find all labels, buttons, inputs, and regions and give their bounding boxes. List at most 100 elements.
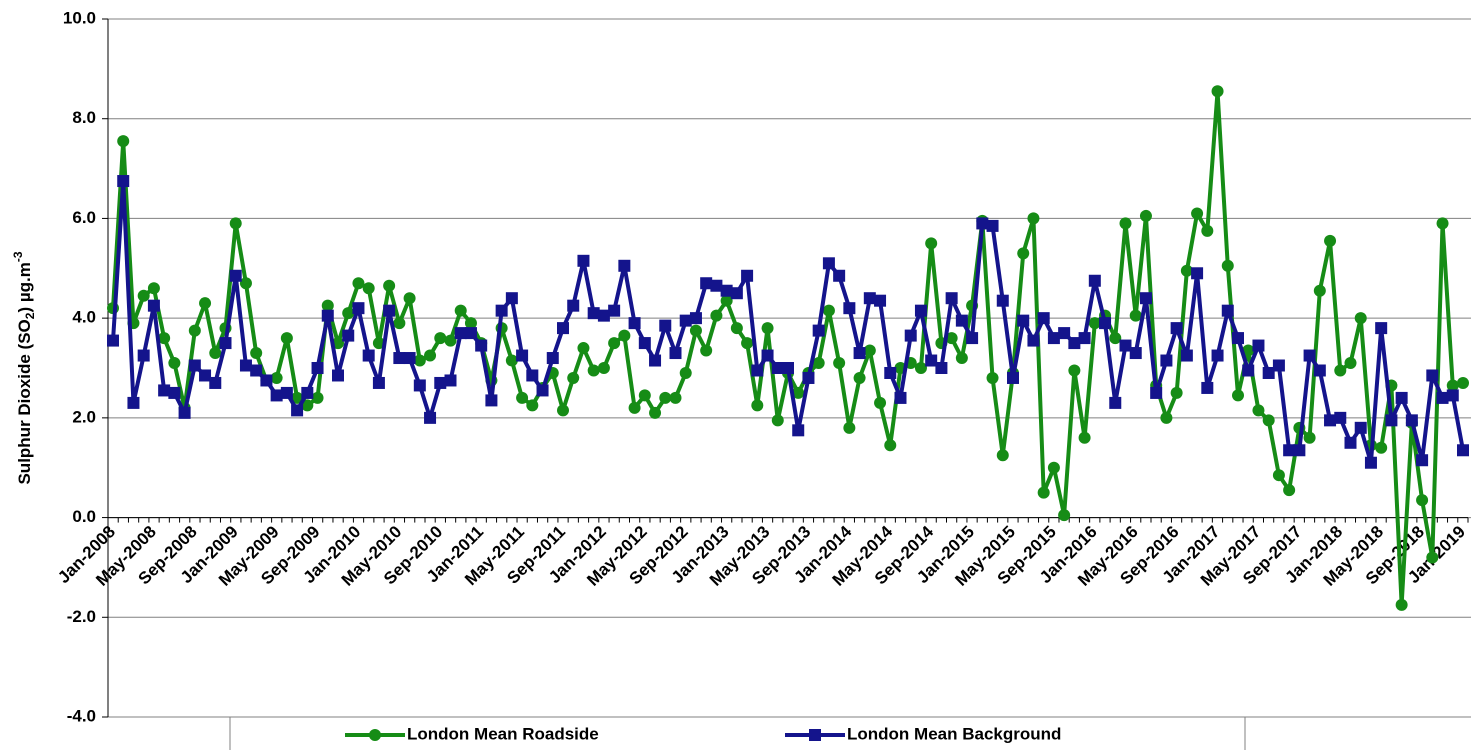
marker	[475, 339, 488, 352]
marker	[1364, 456, 1377, 469]
marker	[608, 337, 621, 350]
marker	[1283, 444, 1296, 457]
marker	[1426, 551, 1439, 564]
marker	[239, 277, 252, 290]
marker	[107, 334, 119, 347]
y-tick-label: -4.0	[67, 706, 96, 725]
marker	[311, 362, 324, 374]
marker	[1426, 369, 1439, 382]
marker	[751, 399, 764, 412]
marker	[117, 175, 130, 188]
marker	[1313, 364, 1326, 377]
marker	[199, 369, 212, 382]
marker	[1252, 404, 1265, 417]
marker	[597, 362, 610, 374]
marker	[1088, 274, 1101, 287]
marker	[874, 396, 887, 409]
marker	[853, 371, 866, 384]
marker	[1007, 371, 1019, 384]
marker	[597, 309, 610, 322]
marker	[843, 421, 856, 434]
marker	[383, 279, 396, 292]
y-tick-label: 8.0	[72, 108, 96, 127]
marker	[567, 371, 580, 384]
marker	[700, 277, 713, 290]
marker	[219, 337, 232, 350]
marker	[147, 299, 160, 312]
legend-label: London Mean Roadside	[407, 724, 599, 743]
marker	[1058, 509, 1071, 522]
marker	[1457, 376, 1469, 389]
marker	[1232, 389, 1244, 402]
marker	[1027, 212, 1040, 225]
marker	[1252, 339, 1265, 352]
marker	[587, 307, 600, 320]
legend-marker	[369, 729, 381, 741]
marker	[659, 391, 672, 404]
marker	[1375, 441, 1388, 454]
marker	[833, 269, 846, 282]
marker	[710, 279, 723, 292]
marker	[516, 391, 529, 404]
marker	[188, 359, 201, 372]
marker	[986, 219, 999, 232]
marker	[638, 389, 651, 402]
marker	[557, 322, 569, 335]
marker	[628, 401, 641, 414]
marker	[137, 349, 150, 362]
marker	[608, 304, 621, 317]
marker	[158, 332, 171, 345]
marker	[638, 337, 651, 350]
marker	[1385, 414, 1398, 427]
marker	[843, 302, 856, 315]
marker	[1099, 317, 1112, 330]
marker	[1303, 431, 1316, 444]
marker	[147, 282, 160, 295]
marker	[771, 362, 784, 374]
marker	[679, 314, 692, 327]
marker	[362, 282, 375, 295]
marker	[1354, 312, 1367, 325]
marker	[1037, 486, 1050, 499]
marker	[505, 354, 518, 367]
marker	[280, 386, 293, 399]
y-label-rest: ) µg.m	[15, 262, 34, 312]
marker	[352, 302, 365, 315]
legend-marker	[809, 729, 821, 741]
marker	[1211, 85, 1224, 98]
marker	[782, 362, 794, 374]
marker	[1170, 386, 1183, 399]
marker	[454, 327, 467, 340]
marker	[424, 411, 437, 424]
marker	[270, 371, 283, 384]
marker	[812, 324, 825, 337]
marker	[280, 332, 293, 345]
marker	[1313, 284, 1326, 297]
marker	[362, 349, 375, 362]
marker	[700, 344, 713, 357]
marker	[1201, 381, 1214, 394]
marker	[1129, 347, 1142, 360]
marker	[403, 352, 416, 365]
marker	[546, 352, 559, 365]
marker	[1068, 364, 1081, 377]
marker	[199, 297, 212, 310]
marker	[1119, 217, 1132, 230]
marker	[1119, 339, 1132, 352]
marker	[424, 349, 437, 362]
marker	[311, 391, 324, 404]
marker	[1109, 396, 1122, 409]
marker	[117, 135, 130, 148]
marker	[1160, 411, 1173, 424]
marker	[1058, 327, 1071, 340]
marker	[250, 347, 263, 360]
marker	[1047, 332, 1060, 345]
marker	[352, 277, 365, 290]
marker	[955, 314, 968, 327]
marker	[914, 304, 927, 317]
marker	[822, 257, 835, 270]
marker	[1088, 317, 1101, 330]
marker	[1324, 414, 1337, 427]
marker	[1416, 454, 1429, 467]
marker	[1150, 386, 1163, 399]
